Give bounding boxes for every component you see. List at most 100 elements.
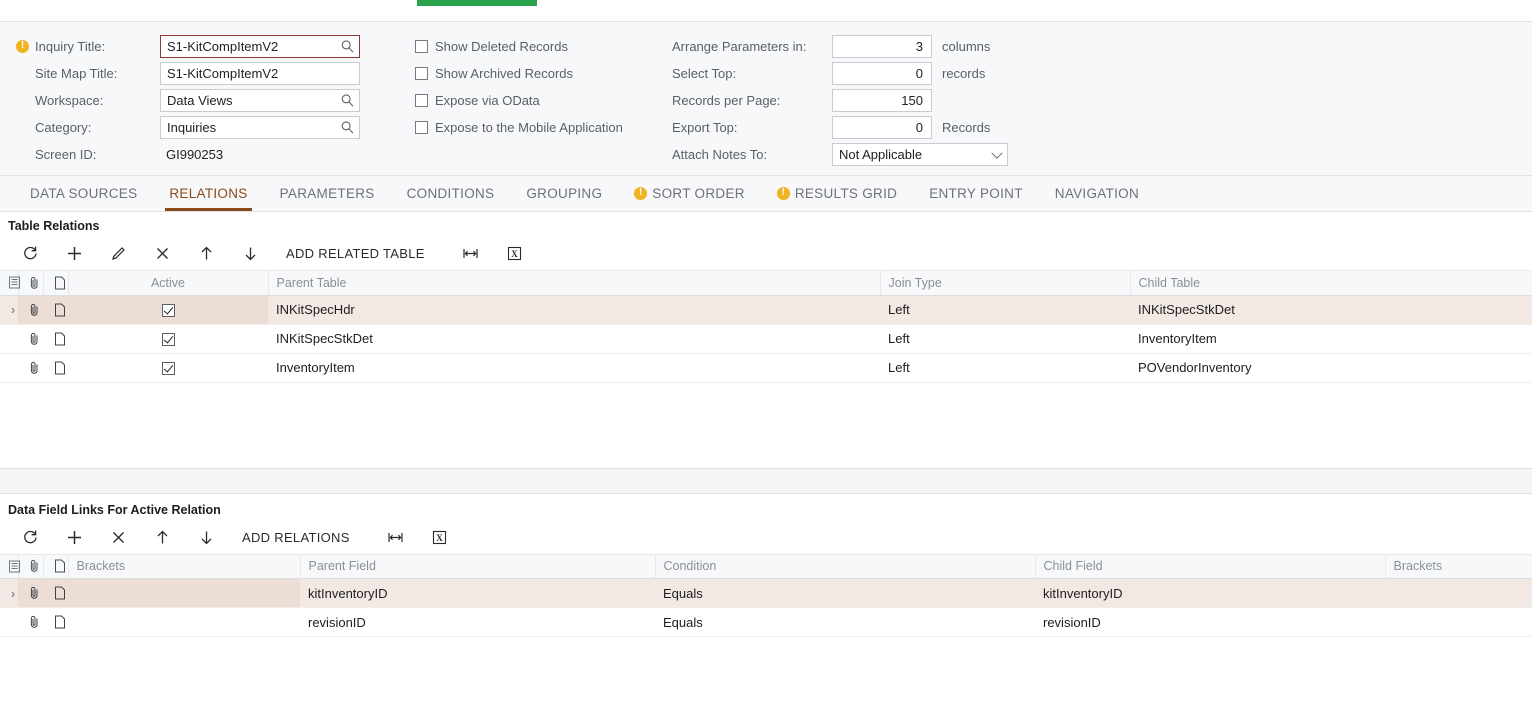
add-relations-button[interactable]: ADD RELATIONS [242, 529, 350, 545]
cell-child-table[interactable]: InventoryItem [1130, 324, 1532, 354]
column-header-brackets-right[interactable]: Brackets [1385, 554, 1532, 579]
note-icon[interactable] [43, 353, 68, 383]
arrow-up-icon[interactable] [140, 522, 184, 552]
cell-child-table[interactable]: INKitSpecStkDet [1130, 295, 1532, 325]
tab-relations[interactable]: RELATIONS [153, 176, 263, 211]
tab-entry-point[interactable]: ENTRY POINT [913, 176, 1039, 211]
tab-navigation[interactable]: NAVIGATION [1039, 176, 1155, 211]
attachment-icon[interactable] [18, 295, 43, 325]
cell-active[interactable] [68, 295, 268, 325]
checkbox-row-3[interactable]: Expose to the Mobile Application [415, 114, 623, 141]
cell-parent-table[interactable]: InventoryItem [268, 353, 880, 383]
cell-child-table[interactable]: POVendorInventory [1130, 353, 1532, 383]
table-row[interactable]: revisionID Equals revisionID [0, 607, 1532, 637]
cell-brackets-right[interactable] [1385, 578, 1532, 608]
table-row[interactable]: INKitSpecStkDet Left InventoryItem [0, 324, 1532, 354]
checkbox-row-2[interactable]: Expose via OData [415, 87, 623, 114]
refresh-icon[interactable] [8, 239, 52, 269]
column-header-brackets-left[interactable]: Brackets [68, 554, 301, 579]
active-checkbox[interactable] [161, 333, 175, 347]
grid-menu-icon[interactable] [0, 271, 20, 296]
cell-parent-field[interactable]: kitInventoryID [300, 578, 655, 608]
note-icon[interactable] [43, 295, 68, 325]
tab-grouping[interactable]: GROUPING [510, 176, 618, 211]
fit-width-icon[interactable] [374, 522, 418, 552]
cell-parent-table[interactable]: INKitSpecHdr [268, 295, 880, 325]
row-selector[interactable] [0, 353, 18, 383]
param-input-2[interactable] [833, 90, 931, 111]
param-input-3[interactable] [833, 117, 931, 138]
cell-join-type[interactable]: Left [880, 295, 1130, 325]
excel-icon[interactable]: X [418, 522, 462, 552]
attachment-icon[interactable] [18, 324, 43, 354]
cell-brackets-right[interactable] [1385, 607, 1532, 637]
tab-results-grid[interactable]: RESULTS GRID [761, 176, 913, 211]
tab-conditions[interactable]: CONDITIONS [391, 176, 511, 211]
column-header-child-field[interactable]: Child Field [1035, 554, 1386, 579]
plus-icon[interactable] [52, 522, 96, 552]
cell-active[interactable] [68, 353, 268, 383]
row-selector[interactable]: › [0, 295, 18, 325]
param-input-0[interactable] [833, 36, 931, 57]
cell-condition[interactable]: Equals [655, 578, 1035, 608]
note-icon[interactable] [43, 324, 68, 354]
input-field-0[interactable] [161, 36, 359, 57]
cell-child-field[interactable]: revisionID [1035, 607, 1385, 637]
param-input-1[interactable] [833, 63, 931, 84]
excel-icon[interactable]: X [493, 239, 537, 269]
plus-icon[interactable] [52, 239, 96, 269]
cell-condition[interactable]: Equals [655, 607, 1035, 637]
cell-join-type[interactable]: Left [880, 324, 1130, 354]
cross-icon[interactable] [140, 239, 184, 269]
arrow-down-icon[interactable] [184, 522, 228, 552]
fit-width-icon[interactable] [449, 239, 493, 269]
cross-icon[interactable] [96, 522, 140, 552]
pencil-icon[interactable] [96, 239, 140, 269]
cell-brackets-left[interactable] [68, 578, 300, 608]
note-icon[interactable] [43, 607, 68, 637]
checkbox-input[interactable] [415, 121, 428, 134]
grid-menu-icon[interactable] [0, 554, 20, 579]
attachment-icon[interactable] [18, 353, 43, 383]
active-checkbox[interactable] [161, 304, 175, 318]
checkbox-input[interactable] [415, 67, 428, 80]
checkbox-row-1[interactable]: Show Archived Records [415, 60, 623, 87]
attachment-icon[interactable] [18, 578, 43, 608]
input-field-1[interactable] [161, 63, 359, 84]
column-header-join-type[interactable]: Join Type [880, 271, 1131, 296]
input-field-3[interactable] [161, 117, 359, 138]
column-header-child-table[interactable]: Child Table [1130, 271, 1532, 296]
param-field-wrapper [832, 116, 932, 139]
attachment-icon[interactable] [18, 607, 43, 637]
cell-brackets-left[interactable] [68, 607, 300, 637]
cell-parent-field[interactable]: revisionID [300, 607, 655, 637]
column-header-parent-field[interactable]: Parent Field [300, 554, 656, 579]
checkbox-input[interactable] [415, 94, 428, 107]
column-header-active[interactable]: Active [68, 271, 269, 296]
cell-child-field[interactable]: kitInventoryID [1035, 578, 1385, 608]
row-selector[interactable] [0, 324, 18, 354]
arrow-down-icon[interactable] [228, 239, 272, 269]
note-icon[interactable] [43, 578, 68, 608]
row-selector[interactable]: › [0, 578, 18, 608]
arrow-up-icon[interactable] [184, 239, 228, 269]
attach-notes-select[interactable] [833, 144, 1007, 165]
column-header-condition[interactable]: Condition [655, 554, 1036, 579]
table-row[interactable]: › INKitSpecHdr Left INKitSpecStkDet [0, 295, 1532, 325]
cell-parent-table[interactable]: INKitSpecStkDet [268, 324, 880, 354]
cell-active[interactable] [68, 324, 268, 354]
refresh-icon[interactable] [8, 522, 52, 552]
tab-sort-order[interactable]: SORT ORDER [618, 176, 761, 211]
checkbox-row-0[interactable]: Show Deleted Records [415, 33, 623, 60]
active-checkbox[interactable] [161, 362, 175, 376]
column-header-parent-table[interactable]: Parent Table [268, 271, 881, 296]
cell-join-type[interactable]: Left [880, 353, 1130, 383]
table-row[interactable]: InventoryItem Left POVendorInventory [0, 353, 1532, 383]
input-field-2[interactable] [161, 90, 359, 111]
tab-parameters[interactable]: PARAMETERS [264, 176, 391, 211]
table-row[interactable]: › kitInventoryID Equals kitInventoryID [0, 578, 1532, 608]
add-related-table-button[interactable]: ADD RELATED TABLE [286, 246, 425, 261]
row-selector[interactable] [0, 607, 18, 637]
tab-data-sources[interactable]: DATA SOURCES [14, 176, 153, 211]
checkbox-input[interactable] [415, 40, 428, 53]
